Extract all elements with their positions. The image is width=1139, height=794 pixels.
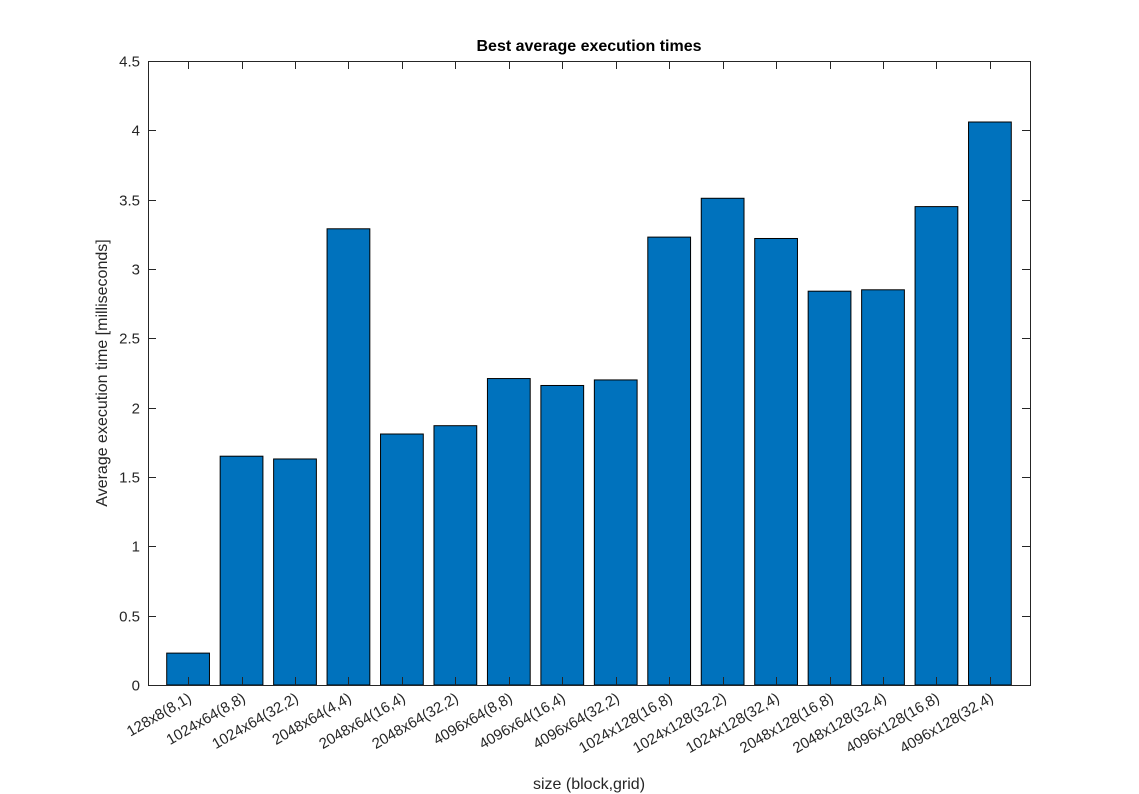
bar-12 <box>807 290 852 686</box>
chart-title: Best average execution times <box>477 38 702 55</box>
y-tick-label-1: 0.5 <box>119 609 140 626</box>
bar-2 <box>273 458 317 686</box>
bar-7 <box>540 384 585 686</box>
bar-8 <box>593 379 638 686</box>
bar-1 <box>219 455 264 686</box>
y-axis-title: Average execution time [milliseconds] <box>94 239 111 506</box>
bar-5 <box>433 425 478 686</box>
y-tick-label-4: 2 <box>132 401 140 418</box>
y-tick-label-2: 1 <box>132 539 140 556</box>
bar-15 <box>968 121 1012 686</box>
y-tick-label-8: 4 <box>132 123 140 140</box>
y-tick-label-9: 4.5 <box>119 54 140 71</box>
bar-3 <box>326 228 371 686</box>
bar-10 <box>700 197 745 686</box>
bar-6 <box>486 378 531 686</box>
bar-13 <box>861 289 905 686</box>
plot-box <box>148 61 1031 686</box>
bars-group <box>166 121 1012 686</box>
y-tick-label-5: 2.5 <box>119 331 140 348</box>
y-axis-ticks: 0 0.5 1 1.5 2 2.5 3 3.5 4 4.5 <box>119 54 1030 695</box>
y-tick-label-6: 3 <box>132 262 140 279</box>
bar-14 <box>914 206 959 686</box>
bar-9 <box>647 236 692 686</box>
bar-4 <box>380 433 424 686</box>
bar-11 <box>754 237 798 686</box>
y-tick-label-3: 1.5 <box>119 470 140 487</box>
y-tick-label-7: 3.5 <box>119 193 140 210</box>
x-axis-title: size (block,grid) <box>533 776 645 793</box>
y-tick-label-0: 0 <box>132 678 140 695</box>
